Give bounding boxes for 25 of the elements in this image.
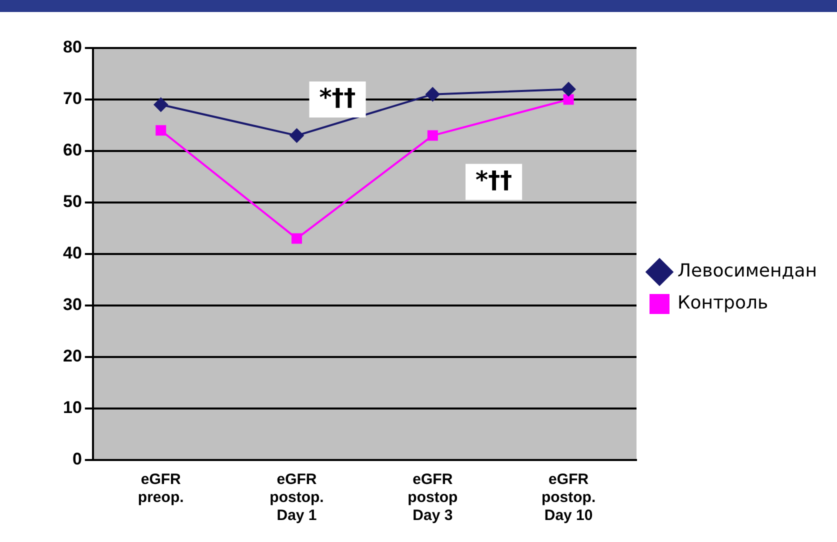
y-tick-label: 80 <box>62 38 82 57</box>
x-tick-label: eGFR preop. <box>138 471 184 506</box>
x-tick-label: eGFR postop Day 3 <box>408 471 458 524</box>
legend-label: Левосимендан <box>678 260 818 282</box>
point <box>427 130 438 141</box>
y-tick-label: 10 <box>62 398 82 418</box>
y-tick-label: 60 <box>62 140 82 160</box>
y-tick-label: 40 <box>62 244 82 263</box>
point <box>292 233 302 244</box>
point <box>290 128 304 143</box>
annotation: *†† <box>476 166 512 194</box>
y-tick-label: 70 <box>62 89 82 108</box>
legend-label: Контроль <box>678 292 768 314</box>
point <box>156 125 166 136</box>
point <box>154 98 168 112</box>
y-tick-label: 30 <box>62 295 82 314</box>
point <box>426 87 440 102</box>
x-tick-label: eGFR postop. Day 10 <box>541 471 596 524</box>
x-tick-label: eGFR postop. Day 1 <box>270 471 324 524</box>
y-tick-label: 20 <box>62 346 82 366</box>
y-tick-label: 50 <box>62 192 82 212</box>
point <box>562 82 576 96</box>
y-tick-label: 0 <box>72 450 82 469</box>
annotation: *†† <box>319 84 356 112</box>
point <box>563 94 574 105</box>
